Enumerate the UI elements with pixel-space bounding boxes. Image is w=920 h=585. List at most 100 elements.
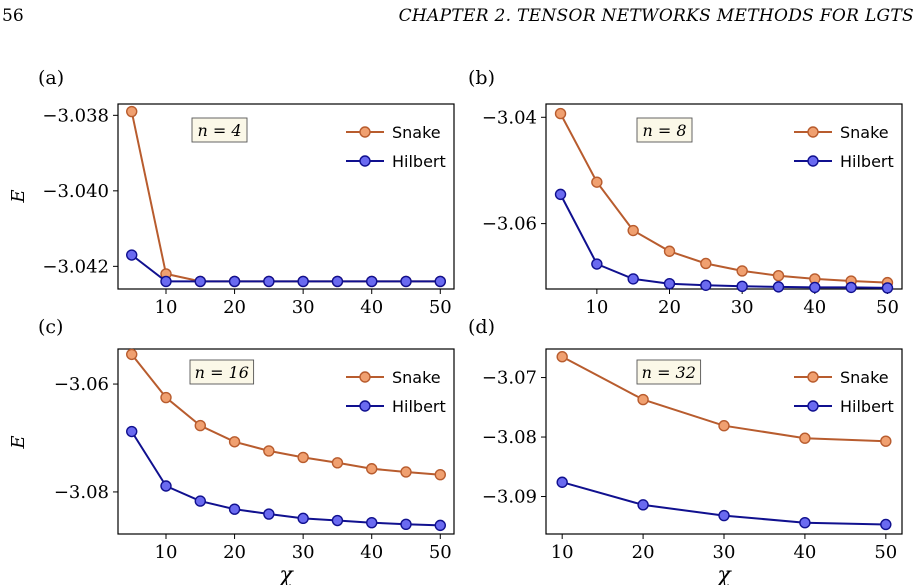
data-point-snake xyxy=(663,245,676,257)
x-axis-label: χ xyxy=(277,563,294,585)
data-point-snake xyxy=(228,436,241,448)
data-point-snake xyxy=(772,270,785,282)
data-point-hilbert xyxy=(880,518,892,531)
x-tick-label: 40 xyxy=(360,297,383,318)
chapter-header: CHAPTER 2. TENSOR NETWORKS METHODS FOR L… xyxy=(398,6,914,26)
annotation-text: n = 16 xyxy=(195,363,249,382)
data-point-hilbert xyxy=(160,275,172,288)
y-tick-label: −3.06 xyxy=(54,374,109,395)
data-point-hilbert xyxy=(297,275,309,288)
data-point-snake xyxy=(718,420,730,432)
data-point-hilbert xyxy=(627,273,639,285)
data-point-hilbert xyxy=(809,281,821,294)
data-point-snake xyxy=(400,466,412,478)
x-tick-label: 20 xyxy=(223,297,246,318)
x-tick-label: 50 xyxy=(874,542,897,563)
data-point-snake xyxy=(263,445,275,457)
data-point-snake xyxy=(366,463,378,475)
data-point-snake xyxy=(194,419,206,432)
data-point-hilbert xyxy=(845,281,857,294)
legend-label-snake: Snake xyxy=(840,123,889,142)
data-point-hilbert xyxy=(736,280,748,293)
x-tick-label: 30 xyxy=(292,297,315,318)
y-tick-label: −3.06 xyxy=(482,214,537,235)
data-point-hilbert xyxy=(263,275,275,288)
data-point-hilbert xyxy=(228,275,241,288)
annotation-text: n = 32 xyxy=(642,363,696,382)
data-point-hilbert xyxy=(331,514,344,527)
data-point-hilbert xyxy=(297,512,309,525)
y-tick-label: −3.09 xyxy=(482,487,537,508)
data-point-hilbert xyxy=(366,275,378,288)
legend-label-hilbert: Hilbert xyxy=(392,152,446,171)
data-point-hilbert xyxy=(718,509,730,522)
x-tick-label: 20 xyxy=(658,297,681,318)
annotation-text: n = 8 xyxy=(642,121,686,140)
x-tick-label: 40 xyxy=(793,542,816,563)
data-point-hilbert xyxy=(126,425,138,438)
legend-marker-hilbert xyxy=(359,155,371,167)
y-tick-label: −3.038 xyxy=(42,105,109,126)
data-point-hilbert xyxy=(556,476,568,488)
data-point-hilbert xyxy=(228,503,241,515)
panel-label: (d) xyxy=(468,316,495,338)
x-tick-label: 30 xyxy=(713,542,736,563)
data-point-snake xyxy=(160,391,172,404)
legend-marker-hilbert xyxy=(807,400,819,412)
data-point-snake xyxy=(591,176,603,188)
y-tick-label: −3.07 xyxy=(482,368,537,389)
data-point-snake xyxy=(554,107,567,120)
data-point-snake xyxy=(297,451,309,464)
legend-marker-snake xyxy=(359,126,371,138)
x-tick-label: 10 xyxy=(585,297,608,318)
x-tick-label: 50 xyxy=(876,297,899,318)
legend-label-snake: Snake xyxy=(840,368,889,387)
chart-panel-3: (c) 10 20 30 40 50 −3.06 −3.08 Eχ n = 16 Snake Hilb… xyxy=(8,316,455,585)
data-point-hilbert xyxy=(881,282,894,294)
legend-label-hilbert: Hilbert xyxy=(392,397,446,416)
chart-panel-4: (d) 10 20 30 40 50 −3.07 −3.08 −3.09 χ n = 32 Snake… xyxy=(468,316,903,585)
plot-frame xyxy=(117,103,455,290)
legend-label-snake: Snake xyxy=(392,368,441,387)
annotation-box xyxy=(636,359,702,385)
data-point-hilbert xyxy=(263,508,275,520)
data-point-hilbert xyxy=(194,495,206,507)
x-tick-label: 10 xyxy=(551,542,574,563)
panel-label: (a) xyxy=(38,67,64,89)
legend-marker-snake xyxy=(807,371,819,383)
x-tick-label: 10 xyxy=(155,297,178,318)
data-point-snake xyxy=(880,435,892,447)
legend-marker-hilbert xyxy=(807,155,819,167)
x-tick-label: 40 xyxy=(360,542,383,563)
y-tick-label: −3.08 xyxy=(54,482,109,503)
legend-marker-snake xyxy=(359,371,371,383)
legend-marker-snake xyxy=(807,126,819,138)
annotation-box xyxy=(636,117,693,143)
x-tick-label: 10 xyxy=(155,542,178,563)
data-point-hilbert xyxy=(772,281,785,293)
data-point-snake xyxy=(126,105,138,118)
x-tick-label: 20 xyxy=(223,542,246,563)
x-tick-label: 30 xyxy=(731,297,754,318)
data-point-snake xyxy=(556,351,568,363)
data-point-hilbert xyxy=(400,275,412,288)
series-line-hilbert xyxy=(131,254,441,283)
data-point-snake xyxy=(126,348,138,361)
data-point-hilbert xyxy=(591,258,603,270)
legend-label-snake: Snake xyxy=(392,123,441,142)
plot-frame xyxy=(117,348,455,535)
x-tick-label: 20 xyxy=(632,542,655,563)
data-point-hilbert xyxy=(366,516,378,529)
series-line-snake xyxy=(559,113,888,284)
annotation-text: n = 4 xyxy=(197,121,241,140)
data-point-hilbert xyxy=(663,277,676,290)
data-point-hilbert xyxy=(554,188,567,201)
data-point-hilbert xyxy=(126,249,138,261)
data-point-snake xyxy=(736,265,748,277)
data-point-snake xyxy=(799,432,811,444)
y-tick-label: −3.04 xyxy=(482,107,537,128)
y-tick-label: −3.042 xyxy=(42,256,109,277)
x-tick-label: 50 xyxy=(429,542,452,563)
y-tick-label: −3.040 xyxy=(42,181,109,202)
